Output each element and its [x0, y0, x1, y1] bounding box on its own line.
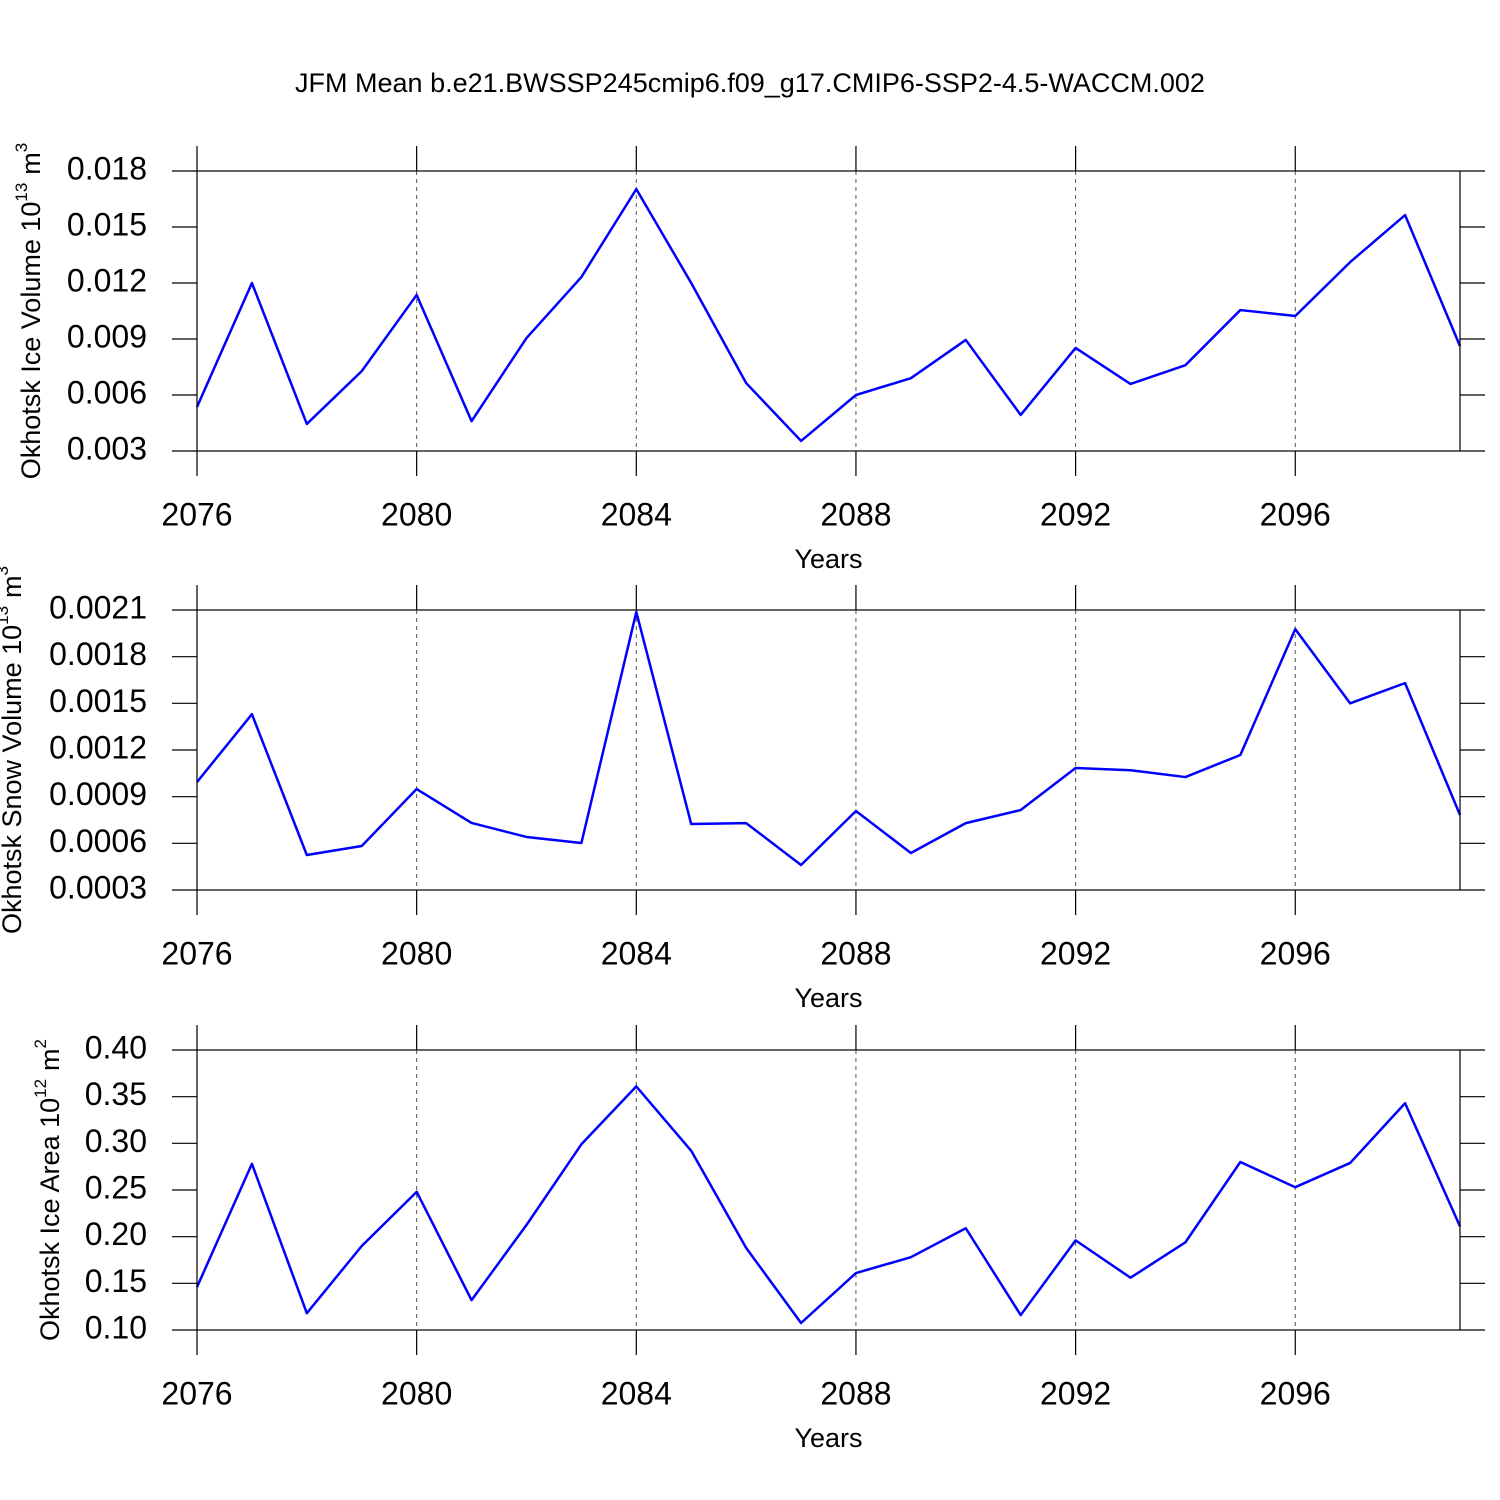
- y-tick-label: 0.0012: [49, 729, 147, 765]
- data-line: [196, 610, 1462, 867]
- x-tick-label: 2076: [161, 496, 232, 532]
- x-tick-label: 2096: [1260, 1375, 1331, 1411]
- x-tick-label: 2096: [1260, 496, 1331, 532]
- y-axis-label-unit-exponent: 3: [12, 143, 31, 152]
- y-axis-label-text: Okhotsk Ice Area 10: [35, 1098, 65, 1341]
- y-axis-label: Okhotsk Ice Volume 1013 m3: [12, 143, 46, 480]
- y-tick-label: 0.35: [85, 1076, 147, 1112]
- y-axis-label-text: Okhotsk Ice Volume 10: [16, 202, 46, 480]
- x-axis-label: Years: [794, 983, 862, 1013]
- x-tick-label: 2084: [601, 935, 672, 971]
- x-tick-label: 2088: [820, 496, 891, 532]
- y-axis-label-exponent: 13: [12, 183, 31, 202]
- y-tick-label: 0.40: [85, 1029, 147, 1065]
- y-axis-label-unit: m: [35, 1048, 65, 1071]
- y-axis-label-exponent: 13: [0, 606, 12, 625]
- plot-frame: [196, 609, 1461, 891]
- x-tick-label: 2076: [161, 1375, 232, 1411]
- y-tick-label: 0.012: [67, 262, 147, 298]
- y-axis-label-unit-exponent: 3: [0, 566, 12, 575]
- y-tick-label: 0.0006: [49, 823, 147, 859]
- data-line: [195, 1085, 1462, 1325]
- y-tick-label: 0.0015: [49, 683, 147, 719]
- x-tick-label: 2088: [820, 1375, 891, 1411]
- x-axis-label: Years: [794, 544, 862, 574]
- x-tick-label: 2092: [1040, 935, 1111, 971]
- y-tick-label: 0.20: [85, 1216, 147, 1252]
- y-axis-label: Okhotsk Snow Volume 1013 m3: [0, 566, 27, 934]
- y-tick-label: 0.015: [67, 206, 147, 242]
- x-tick-label: 2080: [381, 935, 452, 971]
- y-axis-label-unit-exponent: 2: [31, 1039, 50, 1048]
- x-axis-label: Years: [794, 1423, 862, 1453]
- y-tick-label: 0.0018: [49, 636, 147, 672]
- x-tick-label: 2088: [820, 935, 891, 971]
- y-tick-label: 0.0009: [49, 776, 147, 812]
- chart-title: JFM Mean b.e21.BWSSP245cmip6.f09_g17.CMI…: [295, 68, 1205, 98]
- y-tick-label: 0.15: [85, 1263, 147, 1299]
- y-axis-label-text: Okhotsk Snow Volume 10: [0, 625, 27, 934]
- x-tick-label: 2080: [381, 496, 452, 532]
- y-tick-label: 0.003: [67, 430, 147, 466]
- x-tick-label: 2092: [1040, 1375, 1111, 1411]
- y-tick-label: 0.0003: [49, 869, 147, 905]
- y-tick-label: 0.25: [85, 1169, 147, 1205]
- y-axis-label-unit: m: [0, 575, 27, 598]
- x-tick-label: 2084: [601, 496, 672, 532]
- y-axis-label-exponent: 12: [31, 1079, 50, 1098]
- y-axis-label-unit: m: [16, 152, 46, 175]
- y-axis-label: Okhotsk Ice Area 1012 m2: [31, 1039, 65, 1341]
- y-tick-label: 0.0021: [49, 589, 147, 625]
- y-tick-label: 0.006: [67, 374, 147, 410]
- y-tick-label: 0.018: [67, 150, 147, 186]
- data-line: [195, 187, 1462, 443]
- x-tick-label: 2096: [1260, 935, 1331, 971]
- plot-frame: [196, 1049, 1461, 1331]
- plot-frame: [196, 170, 1461, 452]
- x-tick-label: 2084: [601, 1375, 672, 1411]
- x-tick-label: 2076: [161, 935, 232, 971]
- x-tick-label: 2080: [381, 1375, 452, 1411]
- y-tick-label: 0.10: [85, 1309, 147, 1345]
- y-tick-label: 0.009: [67, 318, 147, 354]
- y-tick-label: 0.30: [85, 1123, 147, 1159]
- x-tick-label: 2092: [1040, 496, 1111, 532]
